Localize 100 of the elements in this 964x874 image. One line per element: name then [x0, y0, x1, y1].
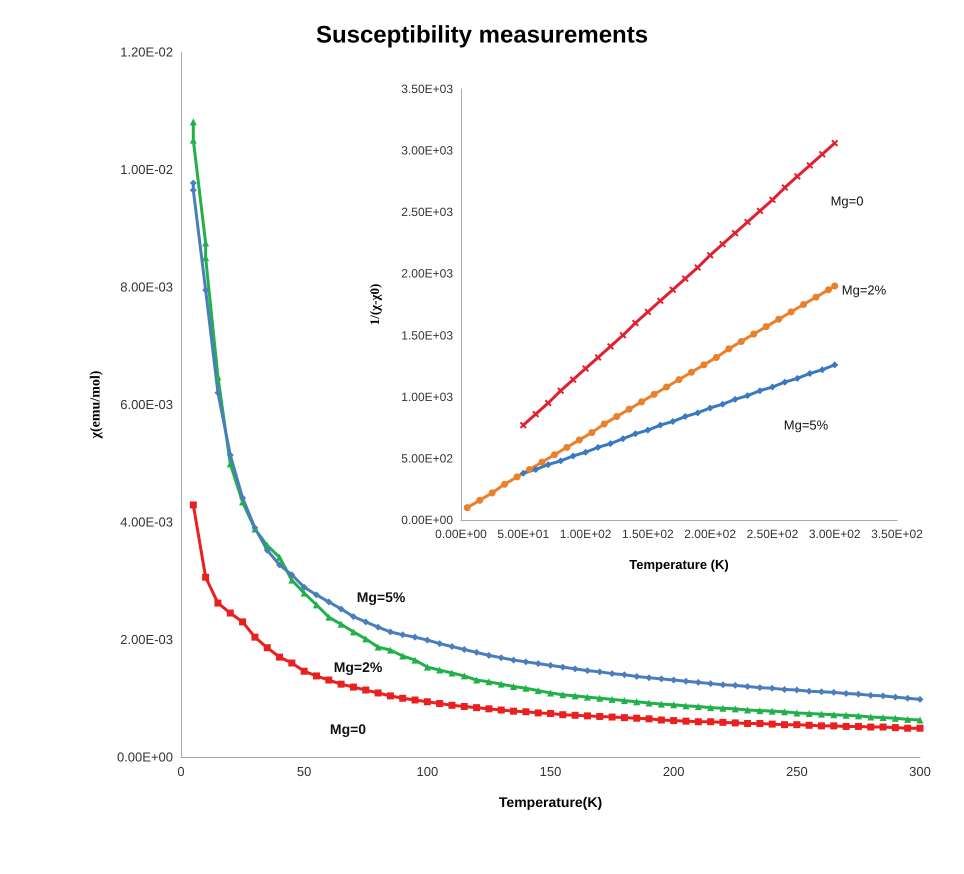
point — [325, 676, 332, 684]
y-tick-label: 3.50E+03 — [401, 82, 454, 96]
annotation: Mg=0 — [330, 721, 366, 737]
point — [756, 387, 764, 394]
annotation: Mg=0 — [830, 194, 864, 208]
x-tick-label: 2.00E+02 — [684, 527, 736, 541]
point — [663, 384, 670, 391]
point — [620, 714, 628, 722]
annotation: Mg=2% — [334, 659, 383, 675]
point — [831, 361, 838, 368]
point — [644, 308, 652, 316]
point — [744, 720, 752, 728]
point — [399, 694, 406, 702]
point — [800, 301, 808, 308]
point — [251, 634, 258, 641]
point — [694, 718, 702, 726]
point — [750, 330, 758, 338]
point — [557, 457, 564, 464]
point — [732, 230, 739, 237]
point — [676, 376, 682, 384]
point — [867, 724, 874, 731]
point — [563, 444, 570, 451]
point — [534, 709, 542, 716]
y-axis-title: 1/(χ-χ0) — [367, 284, 382, 326]
point — [794, 374, 801, 382]
point — [532, 410, 540, 418]
point — [338, 680, 345, 688]
point — [768, 196, 776, 204]
y-tick-label: 0.00E+00 — [401, 513, 454, 527]
x-tick-label: 150 — [540, 764, 562, 779]
point — [226, 610, 234, 617]
point — [694, 409, 702, 416]
point — [762, 323, 770, 330]
point — [473, 704, 480, 712]
point — [190, 501, 197, 508]
point — [613, 413, 620, 420]
point — [544, 461, 552, 468]
x-tick-label: 50 — [296, 764, 312, 779]
point — [781, 721, 788, 728]
point — [570, 452, 577, 460]
point — [719, 400, 726, 408]
point — [806, 722, 813, 729]
point — [682, 275, 689, 282]
point — [854, 722, 862, 730]
point — [719, 240, 726, 248]
point — [656, 297, 664, 304]
y-tick-label: 3.00E+03 — [401, 144, 454, 158]
point — [682, 718, 690, 725]
point — [594, 444, 602, 451]
y-tick-label: 1.50E+03 — [401, 328, 454, 342]
point — [588, 429, 596, 436]
point — [424, 698, 431, 706]
point — [522, 708, 530, 716]
point — [436, 700, 444, 708]
point — [781, 378, 788, 386]
point — [538, 458, 546, 466]
point — [812, 294, 820, 301]
point — [239, 618, 246, 626]
x-tick-label: 2.50E+02 — [746, 527, 799, 541]
point — [606, 342, 614, 350]
point — [476, 496, 484, 504]
point — [276, 654, 284, 661]
point — [719, 718, 726, 726]
x-tick-label: 200 — [662, 764, 685, 779]
point — [656, 422, 664, 429]
y-tick-label: 1.00E-02 — [120, 162, 173, 177]
point — [596, 712, 604, 720]
point — [806, 370, 814, 377]
point — [584, 712, 591, 720]
point — [520, 470, 527, 477]
point — [485, 705, 492, 712]
point — [572, 712, 579, 719]
point — [738, 338, 745, 345]
y-tick-label: 4.00E-03 — [120, 514, 173, 530]
point — [557, 387, 564, 394]
point — [688, 368, 695, 376]
point — [619, 332, 626, 339]
point — [501, 480, 508, 488]
point — [756, 207, 764, 214]
x-tick-label: 1.50E+02 — [622, 527, 674, 541]
point — [781, 184, 788, 192]
point — [312, 672, 320, 680]
point — [576, 436, 583, 444]
point — [818, 722, 825, 730]
point — [830, 722, 838, 730]
point — [619, 435, 626, 442]
point — [646, 715, 653, 722]
point — [650, 390, 658, 398]
annotation: Mg=2% — [842, 282, 887, 298]
point — [700, 361, 708, 368]
y-tick-label: 2.50E+03 — [401, 205, 454, 220]
point — [464, 504, 471, 512]
point — [768, 720, 776, 728]
point — [880, 724, 887, 731]
point — [300, 668, 308, 675]
point — [448, 702, 456, 709]
y-tick-label: 2.00E-03 — [120, 632, 173, 647]
point — [374, 689, 382, 696]
point — [412, 696, 419, 704]
point — [644, 426, 652, 434]
